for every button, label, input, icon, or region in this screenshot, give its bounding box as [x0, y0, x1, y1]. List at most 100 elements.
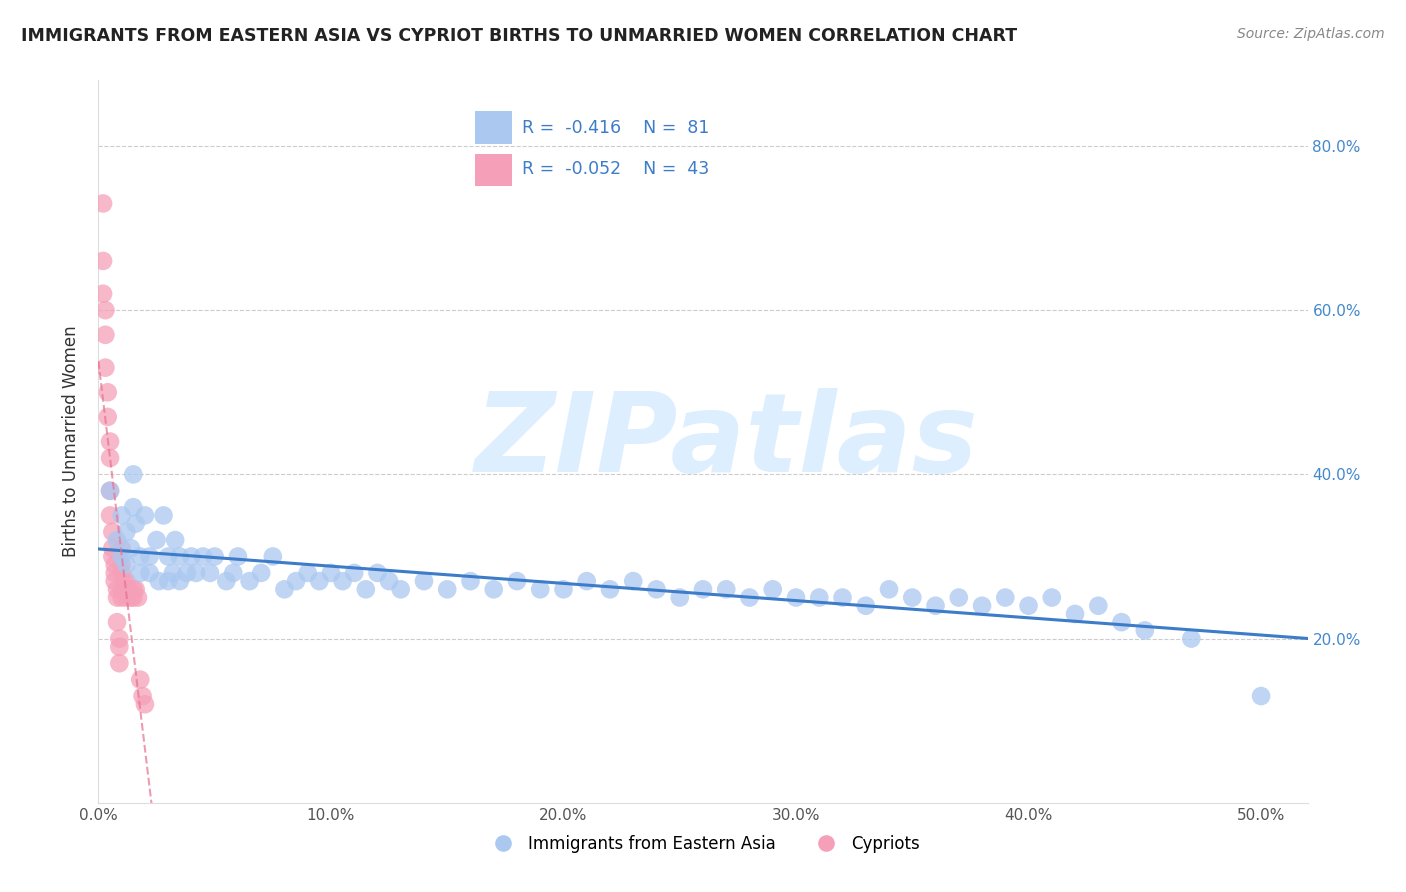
Point [91, 253, 114, 268]
Point [378, 574, 401, 588]
Point [1250, 689, 1272, 703]
Point [855, 599, 877, 613]
Point [104, 574, 127, 588]
Point [553, 582, 575, 597]
Point [924, 599, 946, 613]
Point [970, 599, 993, 613]
Point [111, 582, 134, 597]
Text: ZIPatlas: ZIPatlas [475, 388, 979, 495]
Point [575, 574, 598, 588]
Point [94, 327, 117, 342]
Point [98, 483, 121, 498]
Point [389, 582, 412, 597]
Point [762, 582, 785, 597]
Point [738, 591, 761, 605]
Point [692, 582, 714, 597]
Point [115, 591, 138, 605]
Point [529, 582, 551, 597]
Point [94, 360, 117, 375]
Point [157, 549, 180, 564]
Point [101, 549, 124, 564]
Text: IMMIGRANTS FROM EASTERN ASIA VS CYPRIOT BIRTHS TO UNMARRIED WOMEN CORRELATION CH: IMMIGRANTS FROM EASTERN ASIA VS CYPRIOT … [21, 27, 1017, 45]
Point [354, 582, 377, 597]
Point [226, 549, 249, 564]
Point [285, 574, 308, 588]
Point [115, 582, 138, 597]
Point [124, 582, 146, 597]
Point [343, 566, 366, 580]
Point [785, 591, 807, 605]
Point [108, 640, 131, 654]
Point [273, 582, 295, 597]
Point [115, 574, 138, 588]
Point [112, 574, 135, 588]
Point [98, 434, 121, 449]
Point [122, 582, 145, 597]
Point [366, 566, 388, 580]
Point [482, 582, 505, 597]
Point [162, 566, 184, 580]
Point [124, 516, 146, 531]
Legend: Immigrants from Eastern Asia, Cypriots: Immigrants from Eastern Asia, Cypriots [479, 828, 927, 860]
Point [215, 574, 238, 588]
Point [129, 673, 152, 687]
Point [108, 632, 131, 646]
Point [1018, 599, 1040, 613]
Point [297, 566, 319, 580]
Point [134, 508, 156, 523]
Point [122, 591, 145, 605]
Y-axis label: Births to Unmarried Women: Births to Unmarried Women [62, 326, 80, 558]
Point [148, 574, 170, 588]
Point [98, 483, 121, 498]
Point [101, 524, 124, 539]
Point [222, 566, 245, 580]
Point [176, 566, 198, 580]
Point [1040, 591, 1063, 605]
Point [105, 615, 128, 630]
Point [436, 582, 458, 597]
Point [1087, 599, 1109, 613]
Point [104, 566, 127, 580]
Point [250, 566, 273, 580]
Point [97, 409, 120, 424]
Point [262, 549, 284, 564]
Point [1111, 615, 1133, 630]
Point [599, 582, 621, 597]
Point [645, 582, 668, 597]
Point [180, 549, 202, 564]
Point [129, 566, 152, 580]
Point [134, 698, 156, 712]
Point [94, 303, 117, 318]
Point [105, 591, 128, 605]
Point [877, 582, 900, 597]
Point [808, 591, 831, 605]
Point [716, 582, 738, 597]
Point [111, 566, 134, 580]
Point [115, 524, 138, 539]
Point [115, 558, 138, 572]
Point [413, 574, 436, 588]
Point [97, 385, 120, 400]
Point [127, 591, 149, 605]
Point [901, 591, 924, 605]
Point [118, 582, 141, 597]
Point [621, 574, 644, 588]
Point [169, 574, 191, 588]
Point [198, 566, 221, 580]
Point [204, 549, 226, 564]
Point [1133, 624, 1156, 638]
Point [98, 508, 121, 523]
Point [1064, 607, 1087, 621]
Point [165, 533, 187, 547]
Point [668, 591, 690, 605]
Point [460, 574, 482, 588]
Point [91, 196, 114, 211]
Point [101, 541, 124, 556]
Point [111, 591, 134, 605]
Point [98, 450, 121, 465]
Point [122, 467, 145, 482]
Text: Source: ZipAtlas.com: Source: ZipAtlas.com [1237, 27, 1385, 41]
Point [191, 549, 214, 564]
Point [308, 574, 330, 588]
Point [131, 689, 153, 703]
